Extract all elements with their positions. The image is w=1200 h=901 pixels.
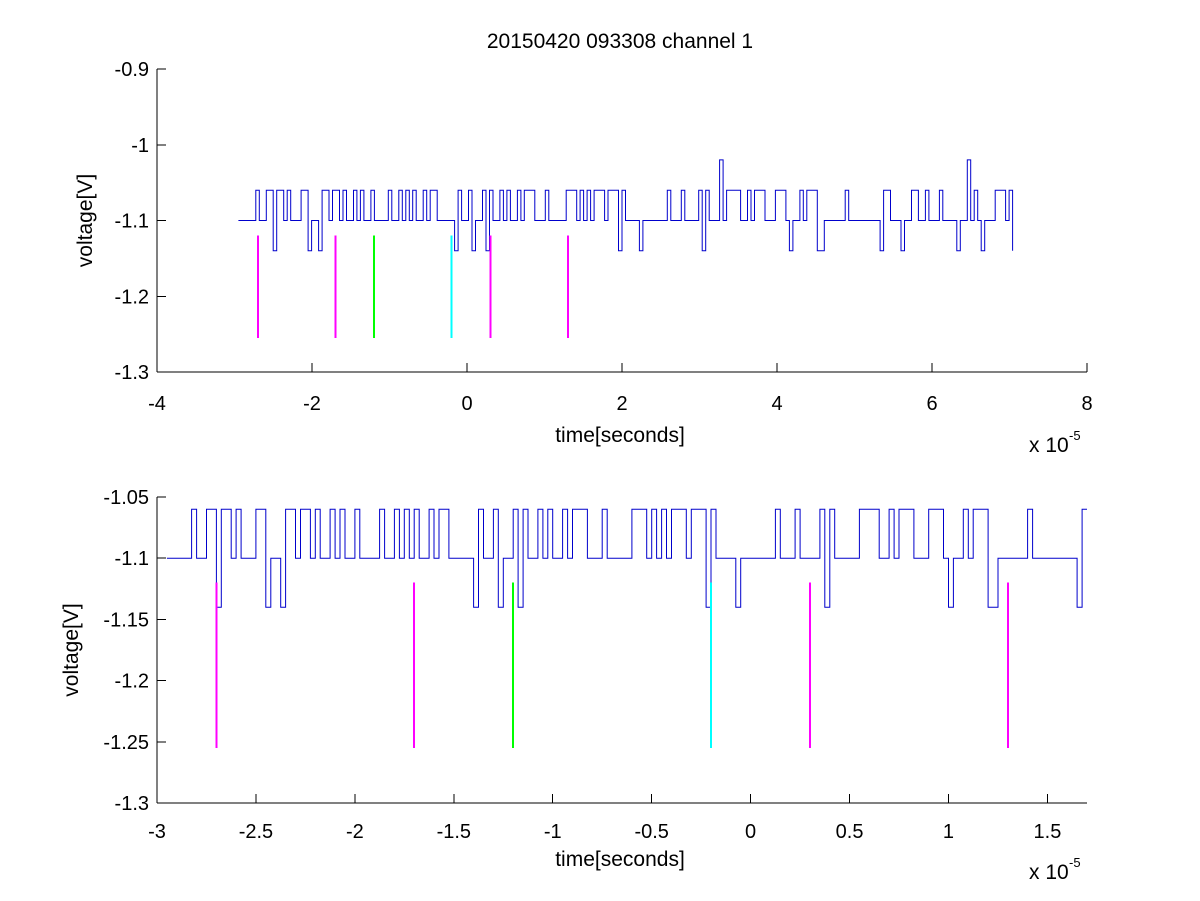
y-tick-label: -1 [131,135,149,157]
x-tick-label: 8 [1081,393,1092,415]
x-tick-label: -2 [346,821,364,843]
y-axis-label: voltage[V] [60,603,83,696]
x-tick-label: 4 [771,393,782,415]
y-tick-label: -1.3 [115,793,149,815]
bottom-plot: -3 -2.5 -2 -1.5 -1 -0.5 0 0.5 1 1.5 -1.3 -1.25 -1.2 -… [60,487,1087,884]
x-tick-label: -1 [544,821,562,843]
x-axis-label: time[seconds] [555,848,685,871]
x-tick-label: 1.5 [1034,821,1062,843]
y-tick-label: -1.15 [103,609,149,631]
y-tick-label: -1.1 [115,211,149,233]
x-tick-label: -1.5 [437,821,471,843]
x-exponent-value: -5 [1069,855,1081,870]
y-tick-label: -1.2 [115,671,149,693]
series-line [238,159,1014,252]
y-tick-label: -1.2 [115,286,149,308]
x-tick-label: -2 [303,393,321,415]
series-line [166,508,1087,608]
x-tick-label: 0.5 [836,821,864,843]
x-tick-label: -2.5 [239,821,273,843]
x-tick-label: 1 [943,821,954,843]
x-tick-label: -3 [148,821,166,843]
x-tick-label: 6 [926,393,937,415]
figure-title: 20150420 093308 channel 1 [487,30,753,53]
x-tick-label: 2 [616,393,627,415]
x-tick-label: 0 [461,393,472,415]
x-tick-label: 0 [745,821,756,843]
x-tick-label: -4 [148,393,166,415]
top-plot: -4 -2 0 2 4 6 8 -1.3 -1.2 -1.1 -1 -0.9 time[seconds]… [74,59,1093,457]
x-tick-label: -0.5 [634,821,668,843]
y-tick-label: -1.1 [115,548,149,570]
x-exponent-label: x 10 [1029,861,1069,884]
x-axis-label: time[seconds] [555,424,685,447]
x-exponent-value: -5 [1069,428,1081,443]
y-axis-label: voltage[V] [74,174,97,267]
y-tick-label: -1.05 [103,487,149,509]
y-tick-label: -1.3 [115,362,149,384]
x-exponent-label: x 10 [1029,434,1069,457]
y-tick-label: -0.9 [115,59,149,81]
y-tick-label: -1.25 [103,732,149,754]
